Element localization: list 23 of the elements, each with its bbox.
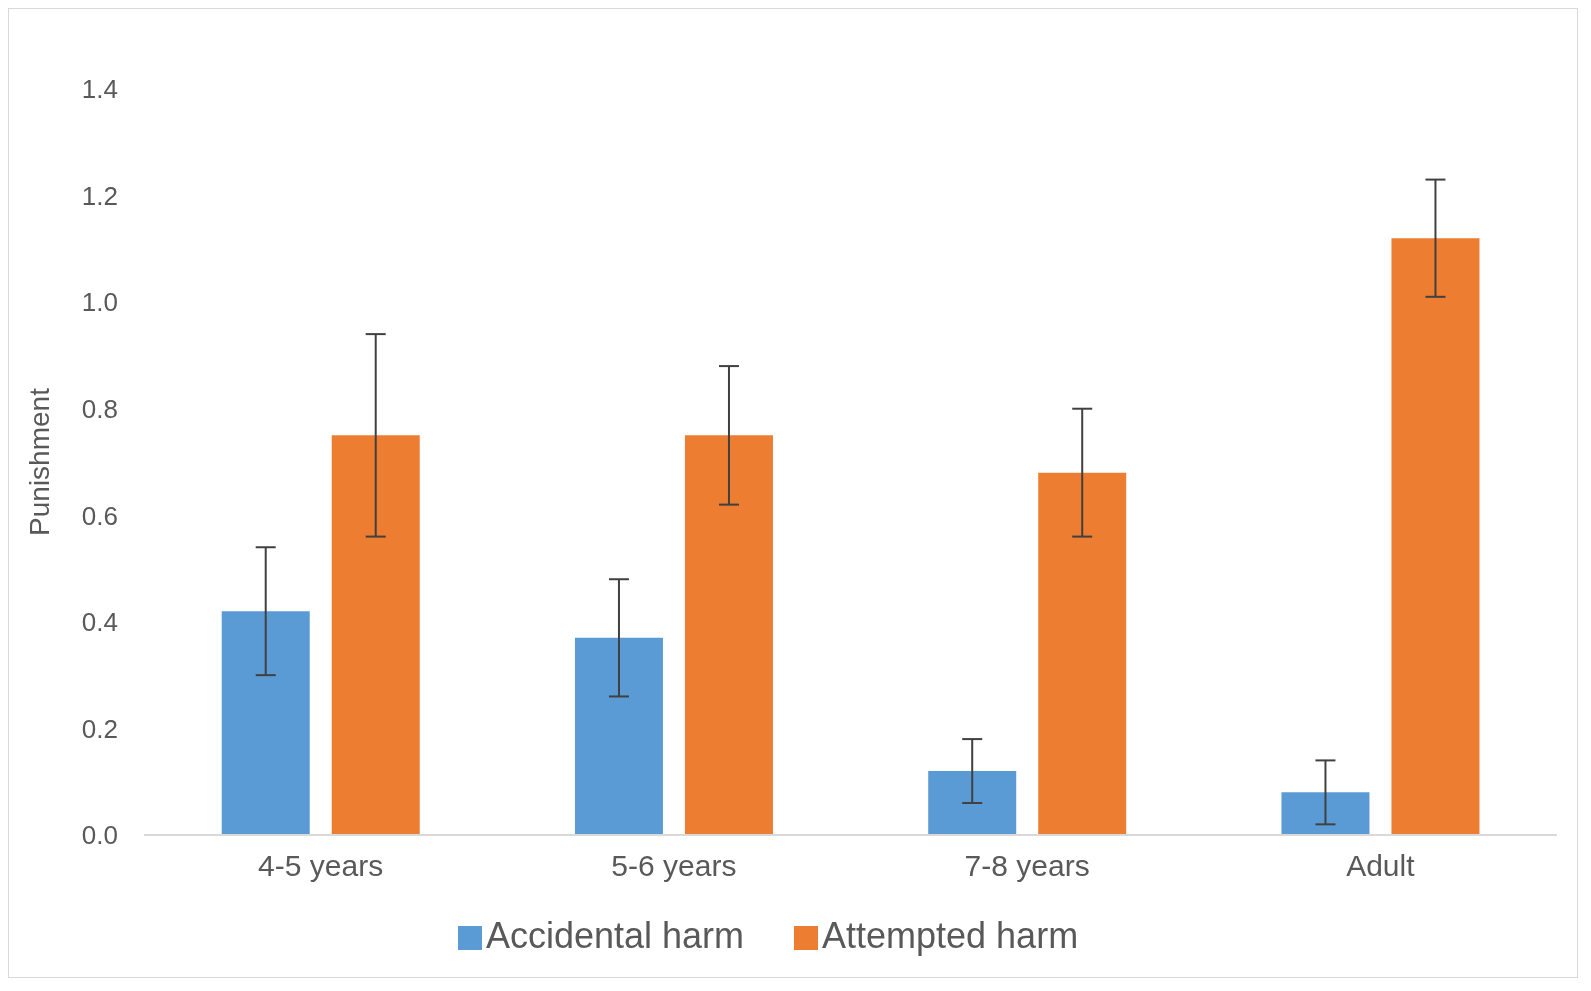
y-tick-label: 0.0 [81, 820, 118, 851]
x-tick-label: 4-5 years [258, 849, 384, 883]
bar [1281, 792, 1370, 835]
y-tick-label: 0.2 [81, 713, 118, 744]
y-tick-label: 1.2 [81, 180, 118, 211]
bar [684, 435, 773, 835]
y-axis-title: Punishment [23, 387, 55, 536]
y-tick-label: 0.4 [81, 607, 118, 638]
bar [1038, 472, 1127, 835]
bar [1391, 238, 1480, 835]
legend-label: Accidental harm [485, 915, 744, 956]
y-tick-label: 0.6 [81, 500, 118, 531]
x-tick-label: 7-8 years [964, 849, 1090, 883]
bar [331, 435, 420, 835]
y-tick-label: 0.8 [81, 393, 118, 424]
x-tick-label: 5-6 years [611, 849, 737, 883]
y-tick-label: 1.4 [81, 74, 118, 105]
y-tick-label: 1.0 [81, 287, 118, 318]
x-tick-label: Adult [1346, 849, 1416, 883]
bar [574, 637, 663, 835]
bar [928, 771, 1017, 835]
legend-label: Attempted harm [822, 915, 1079, 956]
bar [221, 611, 310, 835]
